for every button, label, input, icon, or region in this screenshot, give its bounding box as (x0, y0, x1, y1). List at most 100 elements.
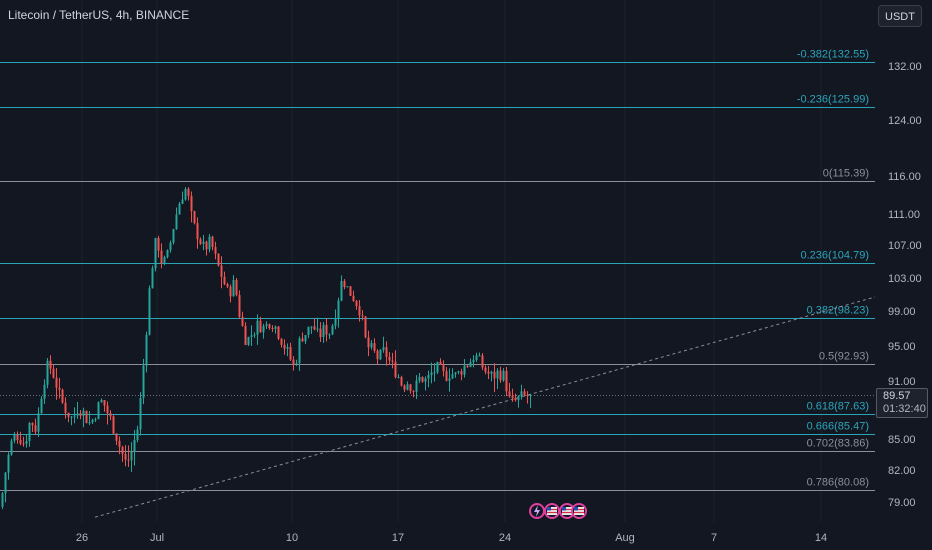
candle-body (271, 328, 274, 330)
last-price-label: 89.57 01:32:40 (876, 388, 928, 418)
candle (424, 376, 427, 391)
candle-body (172, 229, 175, 243)
candle (529, 394, 532, 409)
candle (145, 331, 148, 373)
candle (421, 376, 424, 383)
candle-body (469, 362, 472, 368)
flag-canton (562, 507, 566, 511)
candle-body (13, 434, 16, 441)
price-axis-background (876, 0, 932, 522)
price-axis-tick: 85.00 (888, 434, 916, 446)
candle (457, 370, 460, 375)
candle (220, 256, 223, 289)
candle-body (406, 384, 409, 390)
time-axis-tick: 17 (392, 532, 404, 544)
candle (244, 322, 247, 346)
candle-body (328, 334, 331, 336)
candle-body (256, 320, 259, 335)
candle (379, 349, 382, 361)
candle (211, 235, 214, 251)
candle (373, 338, 376, 353)
candle-body (178, 203, 181, 215)
economic-events[interactable] (529, 503, 587, 519)
candle-body (388, 356, 391, 361)
trendline (94, 296, 876, 518)
candle (460, 368, 463, 381)
candle (250, 325, 253, 346)
candle-body (349, 286, 352, 296)
candle (337, 297, 340, 328)
candle (25, 434, 28, 448)
candle-body (292, 359, 295, 365)
candle-body (448, 378, 451, 381)
candle (526, 391, 529, 404)
candle-body (118, 440, 121, 447)
candle-body (160, 250, 163, 264)
candle-body (268, 324, 271, 329)
candle-body (478, 355, 481, 357)
candle (325, 318, 328, 342)
candle (517, 395, 520, 408)
candle-body (460, 371, 463, 375)
candle-body (286, 347, 289, 349)
us-flag-icon[interactable] (544, 503, 560, 519)
time-axis[interactable]: 26 Jul 10 17 24 Aug 7 14 (0, 522, 932, 550)
candle-body (430, 372, 433, 376)
price-axis[interactable]: 132.00 124.00 116.00 111.00 107.00 103.00 99.0… (876, 0, 932, 522)
candle (331, 323, 334, 336)
us-flag-icon[interactable] (571, 503, 587, 519)
candle-body (67, 412, 70, 417)
candle-body (37, 413, 40, 432)
candle (184, 187, 187, 201)
candle-body (481, 355, 484, 368)
candle-body (298, 338, 301, 364)
candle (463, 359, 466, 378)
candle (358, 299, 361, 322)
candle (442, 360, 445, 377)
candle-body (64, 402, 67, 413)
candle-body (343, 281, 346, 287)
candle (445, 367, 448, 382)
candle (520, 384, 523, 400)
candle (349, 286, 352, 297)
candle-body (253, 334, 256, 336)
candle-body (187, 188, 190, 196)
candle (364, 316, 367, 339)
candle-body (400, 377, 403, 386)
candle-body (202, 241, 205, 244)
lightning-icon[interactable] (529, 503, 545, 519)
candle (55, 368, 58, 400)
candle-body (304, 335, 307, 342)
candle (361, 310, 364, 321)
candle (229, 284, 232, 303)
candle-body (226, 284, 229, 287)
candle (484, 365, 487, 375)
candle (157, 235, 160, 258)
candle-body (340, 281, 343, 301)
candle (472, 355, 475, 368)
candle (181, 191, 184, 205)
candle-body (34, 425, 37, 432)
candle (217, 253, 220, 267)
candle-body (1, 493, 4, 507)
candle-body (43, 384, 46, 399)
candle (397, 374, 400, 379)
candle-body (505, 370, 508, 392)
time-axis-tick: 24 (499, 532, 511, 544)
candle-body (241, 316, 244, 326)
us-flag-icon[interactable] (559, 503, 575, 519)
candle (415, 375, 418, 400)
candle (274, 325, 277, 334)
candle (139, 392, 142, 436)
candle-body (412, 390, 415, 392)
candle-body (100, 400, 103, 403)
candle-body (73, 415, 76, 417)
candle (412, 390, 415, 398)
candle-body (247, 337, 250, 345)
currency-button[interactable]: USDT (878, 5, 922, 27)
candle (310, 326, 313, 334)
candle-body (31, 422, 34, 426)
candle (322, 322, 325, 343)
candle-body (307, 326, 310, 336)
